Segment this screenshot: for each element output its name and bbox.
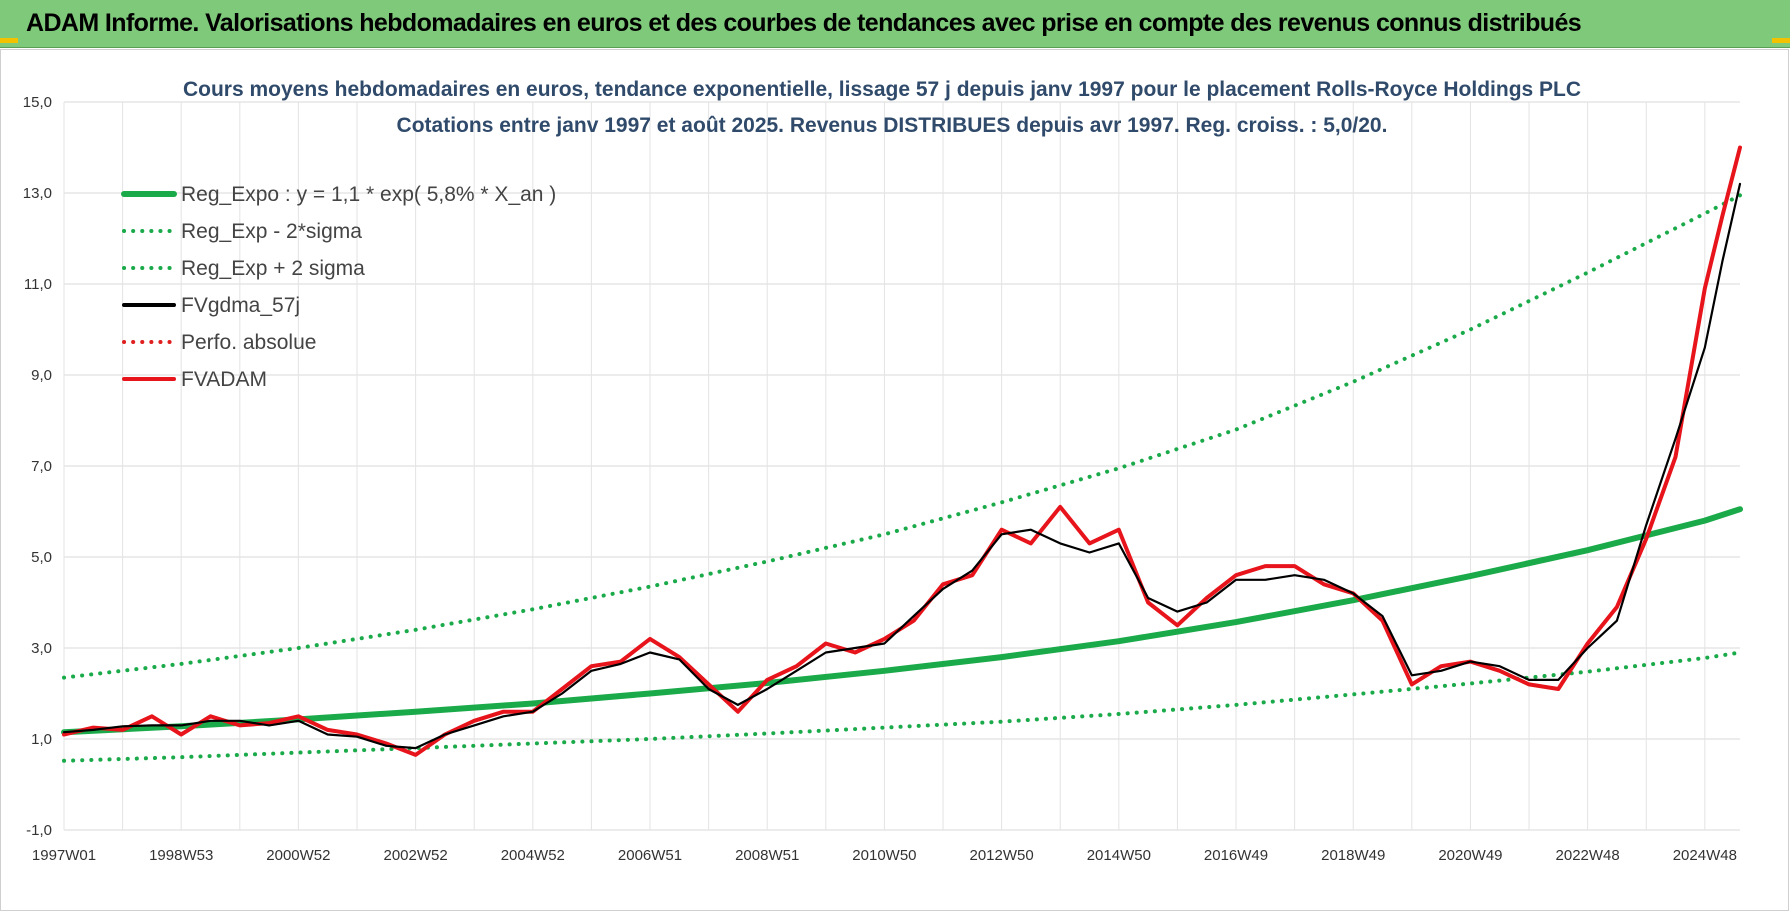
corner-marker-left	[0, 38, 18, 43]
series-lines	[61, 145, 1743, 763]
series-line-2	[62, 193, 1742, 680]
x-tick-label: 2020W49	[1438, 847, 1502, 864]
x-tick-label: 2024W48	[1673, 847, 1737, 864]
x-tick-label: 2000W52	[266, 847, 330, 864]
banner-title: ADAM Informe. Valorisations hebdomadaire…	[26, 9, 1582, 37]
y-tick-label: 13,0	[23, 185, 52, 202]
x-tick-label: 2012W50	[970, 847, 1034, 864]
chart-subtitle: Cotations entre janv 1997 et août 2025. …	[397, 114, 1388, 137]
legend-entry-3: FVgdma_57j	[181, 294, 300, 317]
x-tick-label: 2004W52	[501, 847, 565, 864]
y-tick-label: 9,0	[31, 367, 52, 384]
x-tick-label: 2002W52	[383, 847, 447, 864]
x-tick-label: 2008W51	[735, 847, 799, 864]
x-tick-label: 2016W49	[1204, 847, 1268, 864]
header-banner: ADAM Informe. Valorisations hebdomadaire…	[0, 0, 1790, 48]
y-tick-label: -1,0	[26, 822, 52, 839]
y-tick-label: 7,0	[31, 458, 52, 475]
grid-lines	[63, 101, 1740, 831]
series-line-0	[61, 506, 1743, 736]
y-tick-label: 11,0	[24, 276, 52, 293]
x-tick-label: 1998W53	[149, 847, 213, 864]
legend-entry-5: FVADAM	[181, 368, 267, 391]
x-tick-label: 2022W48	[1556, 847, 1620, 864]
x-axis-labels: 1997W01 1998W53 2000W52 2002W52 2004W52 2006W…	[32, 847, 1737, 864]
series-line-3	[62, 182, 1742, 750]
legend-entry-2: Reg_Exp + 2 sigma	[181, 257, 365, 280]
y-axis-labels: -1,0 1,0 3,0 5,0 7,0 9,0 11,0 13,0 15,0	[23, 94, 52, 839]
chart-frame	[0, 49, 1789, 911]
y-tick-label: 15,0	[23, 94, 52, 111]
legend-entry-4: Perfo. absolue	[181, 331, 316, 354]
series-line-1	[62, 650, 1742, 763]
y-tick-label: 3,0	[31, 640, 52, 657]
legend: Reg_Expo : y = 1,1 * exp( 5,8% * X_an ) R…	[121, 183, 556, 391]
y-tick-label: 5,0	[31, 549, 52, 566]
series-line-5	[62, 145, 1742, 757]
legend-entry-1: Reg_Exp - 2*sigma	[181, 220, 362, 243]
x-tick-label: 2018W49	[1321, 847, 1385, 864]
x-tick-label: 1997W01	[32, 847, 96, 864]
corner-marker-right	[1772, 38, 1790, 43]
legend-entry-0: Reg_Expo : y = 1,1 * exp( 5,8% * X_an )	[181, 183, 556, 206]
x-tick-label: 2014W50	[1087, 847, 1151, 864]
y-tick-label: 1,0	[31, 731, 52, 748]
x-tick-label: 2010W50	[852, 847, 916, 864]
x-tick-label: 2006W51	[618, 847, 682, 864]
chart-title: Cours moyens hebdomadaires en euros, ten…	[183, 78, 1581, 101]
